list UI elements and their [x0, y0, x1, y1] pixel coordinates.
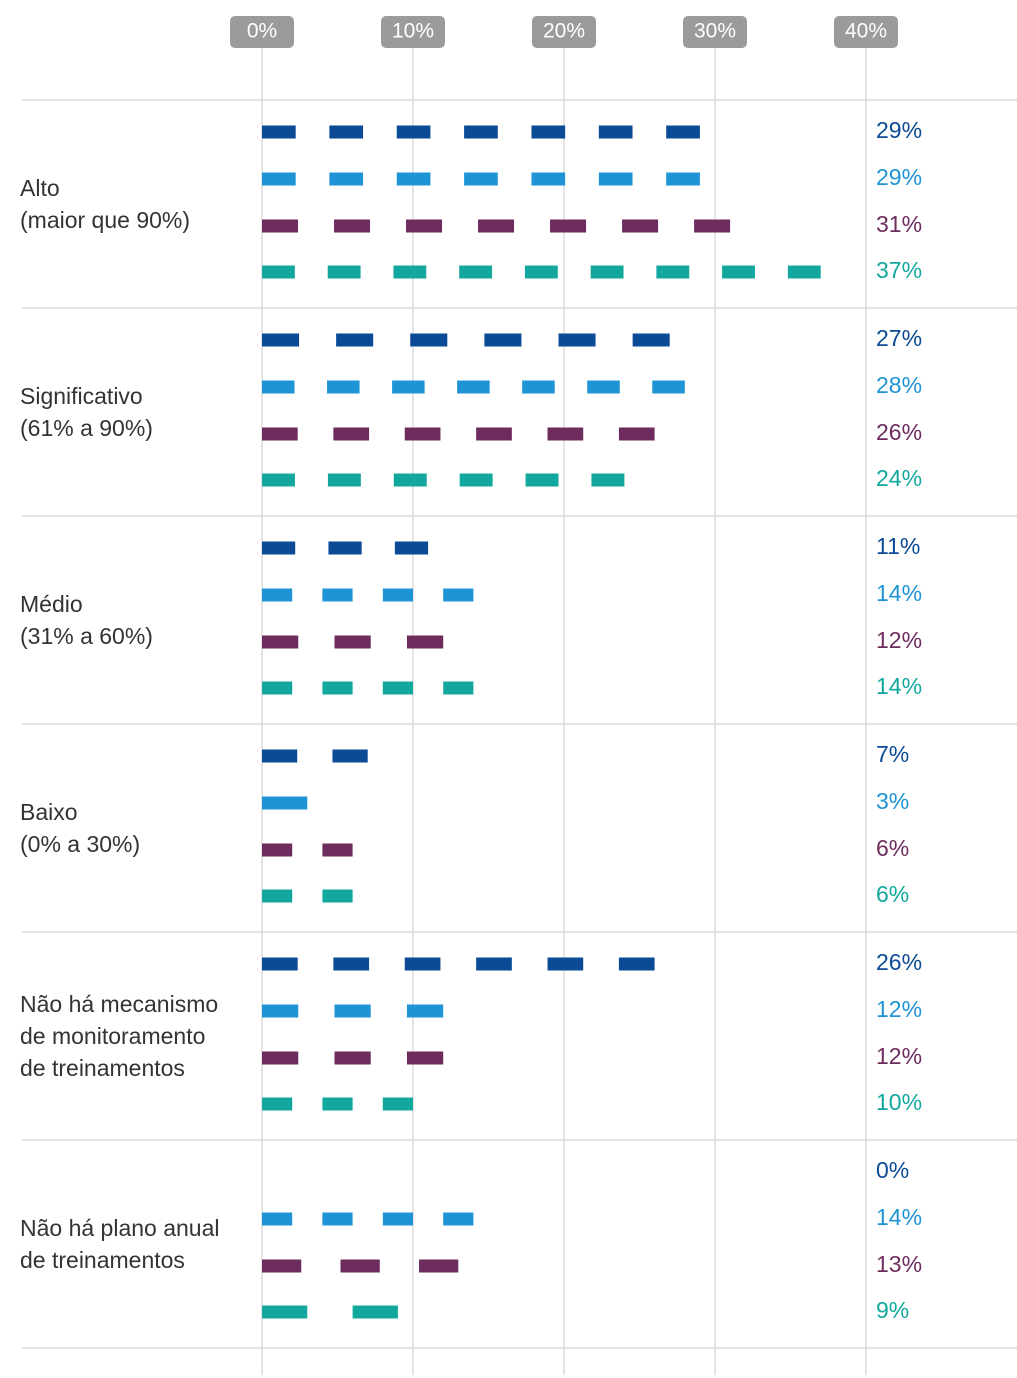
value-label: 0% [876, 1157, 909, 1183]
value-label: 28% [876, 372, 922, 398]
x-tick-label: 40% [845, 20, 887, 43]
x-tick-label: 20% [543, 20, 585, 43]
value-label: 14% [876, 673, 922, 699]
x-tick-label: 10% [392, 20, 434, 43]
value-label: 13% [876, 1251, 922, 1277]
chart: 0% 10% 20% 30% 40% 29% 29% 31% 37% 27% 28% 26% 24% 11… [0, 0, 1017, 1378]
category-label: Médio (31% a 60%) [20, 588, 153, 652]
value-label: 26% [876, 949, 922, 975]
value-label: 12% [876, 627, 922, 653]
value-label: 14% [876, 1204, 922, 1230]
value-label: 6% [876, 881, 909, 907]
category-label: Não há mecanismo de monitoramento de tre… [20, 988, 218, 1084]
value-label: 29% [876, 164, 922, 190]
category-label: Não há plano anual de treinamentos [20, 1212, 220, 1276]
value-label: 14% [876, 580, 922, 606]
x-tick-label: 0% [247, 20, 277, 43]
value-label: 29% [876, 117, 922, 143]
x-tick-label: 30% [694, 20, 736, 43]
value-label: 6% [876, 835, 909, 861]
value-label: 12% [876, 996, 922, 1022]
value-label: 24% [876, 465, 922, 491]
value-label: 31% [876, 211, 922, 237]
category-label: Significativo (61% a 90%) [20, 380, 153, 444]
category-label: Baixo (0% a 30%) [20, 796, 140, 860]
value-label: 12% [876, 1043, 922, 1069]
value-label: 37% [876, 257, 922, 283]
value-label: 10% [876, 1089, 922, 1115]
value-label: 7% [876, 741, 909, 767]
value-label: 9% [876, 1297, 909, 1323]
category-label: Alto (maior que 90%) [20, 172, 190, 236]
value-label: 26% [876, 419, 922, 445]
value-label: 11% [876, 533, 920, 559]
value-label: 3% [876, 788, 909, 814]
value-label: 27% [876, 325, 922, 351]
